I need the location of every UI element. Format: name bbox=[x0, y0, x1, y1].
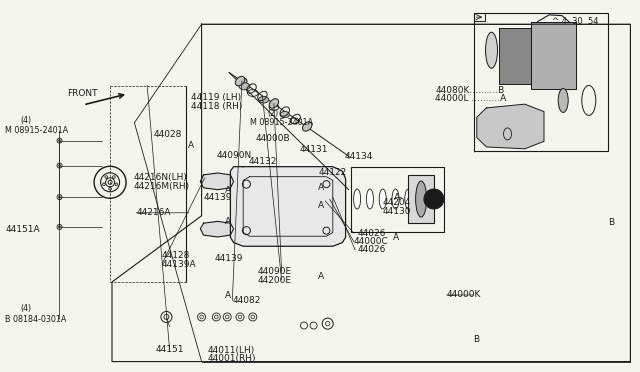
Text: A: A bbox=[318, 183, 324, 192]
Ellipse shape bbox=[239, 83, 250, 90]
Text: 44131: 44131 bbox=[300, 145, 328, 154]
Text: 44026: 44026 bbox=[357, 246, 385, 254]
Text: (4): (4) bbox=[20, 116, 31, 125]
Text: 44118 (RH): 44118 (RH) bbox=[191, 102, 242, 110]
Bar bbox=[474, 13, 608, 151]
Text: 44216A: 44216A bbox=[136, 208, 171, 217]
Ellipse shape bbox=[280, 112, 289, 118]
Text: 44134: 44134 bbox=[344, 153, 372, 161]
Text: 44139: 44139 bbox=[214, 254, 243, 263]
Text: 44132: 44132 bbox=[248, 157, 276, 166]
Text: 44082: 44082 bbox=[232, 296, 260, 305]
Text: 44000K: 44000K bbox=[447, 291, 481, 299]
Text: 44028: 44028 bbox=[154, 130, 182, 139]
Ellipse shape bbox=[236, 76, 244, 86]
Ellipse shape bbox=[259, 96, 269, 103]
Ellipse shape bbox=[303, 122, 312, 131]
Polygon shape bbox=[477, 104, 544, 149]
Ellipse shape bbox=[486, 32, 497, 68]
Ellipse shape bbox=[367, 189, 373, 209]
Bar bbox=[351, 167, 444, 232]
Circle shape bbox=[424, 189, 444, 209]
Ellipse shape bbox=[237, 78, 247, 84]
Text: 44139: 44139 bbox=[204, 193, 232, 202]
Bar bbox=[474, 13, 485, 21]
Text: A: A bbox=[225, 217, 232, 226]
Text: 44200E: 44200E bbox=[258, 276, 292, 285]
Text: ^ 4  30  54: ^ 4 30 54 bbox=[552, 17, 598, 26]
Text: 44139A: 44139A bbox=[162, 260, 196, 269]
Text: 44122: 44122 bbox=[319, 168, 347, 177]
Ellipse shape bbox=[558, 89, 568, 112]
Text: 44128: 44128 bbox=[162, 251, 190, 260]
Text: M 08915-2401A: M 08915-2401A bbox=[5, 126, 68, 135]
Text: A: A bbox=[225, 291, 232, 300]
Text: FRONT: FRONT bbox=[67, 89, 98, 98]
Text: 44000C: 44000C bbox=[354, 237, 388, 246]
Text: 44026: 44026 bbox=[357, 229, 385, 238]
Polygon shape bbox=[499, 28, 531, 84]
Text: 44090N: 44090N bbox=[216, 151, 252, 160]
Ellipse shape bbox=[380, 189, 386, 209]
Ellipse shape bbox=[418, 189, 424, 209]
Text: (4): (4) bbox=[20, 304, 31, 313]
Text: 44011(LH): 44011(LH) bbox=[208, 346, 255, 355]
Text: A: A bbox=[225, 186, 232, 195]
Text: 44130: 44130 bbox=[383, 207, 412, 216]
Text: (2): (2) bbox=[268, 109, 279, 118]
Polygon shape bbox=[200, 173, 234, 190]
Text: 44216M(RH): 44216M(RH) bbox=[133, 182, 189, 190]
Polygon shape bbox=[531, 22, 576, 89]
Text: 44080K..........B: 44080K..........B bbox=[435, 86, 504, 94]
Text: B 08184-0301A: B 08184-0301A bbox=[5, 315, 67, 324]
Ellipse shape bbox=[392, 189, 399, 209]
Ellipse shape bbox=[269, 99, 278, 108]
Text: 44119 (LH): 44119 (LH) bbox=[191, 93, 241, 102]
Text: 44000B: 44000B bbox=[256, 134, 291, 143]
Ellipse shape bbox=[405, 189, 412, 209]
Text: M 08915-2401A: M 08915-2401A bbox=[250, 118, 313, 127]
Ellipse shape bbox=[354, 189, 360, 209]
Text: A: A bbox=[318, 272, 324, 280]
Text: 44204: 44204 bbox=[383, 198, 411, 207]
Polygon shape bbox=[200, 221, 234, 237]
Text: A: A bbox=[318, 201, 324, 210]
Text: A: A bbox=[188, 141, 194, 150]
Ellipse shape bbox=[415, 181, 427, 217]
Text: 44216N(LH): 44216N(LH) bbox=[133, 173, 187, 182]
Text: 44151A: 44151A bbox=[5, 225, 40, 234]
Text: B: B bbox=[608, 218, 614, 227]
Text: B: B bbox=[474, 335, 480, 344]
Text: 44001(RH): 44001(RH) bbox=[208, 355, 257, 363]
Text: 44090E: 44090E bbox=[258, 267, 292, 276]
Text: 44000L ..........A: 44000L ..........A bbox=[435, 94, 506, 103]
Bar bbox=[408, 175, 434, 223]
Text: 44151: 44151 bbox=[156, 345, 184, 354]
Polygon shape bbox=[230, 167, 346, 246]
Text: A-: A- bbox=[394, 193, 403, 202]
Text: A: A bbox=[392, 233, 399, 242]
